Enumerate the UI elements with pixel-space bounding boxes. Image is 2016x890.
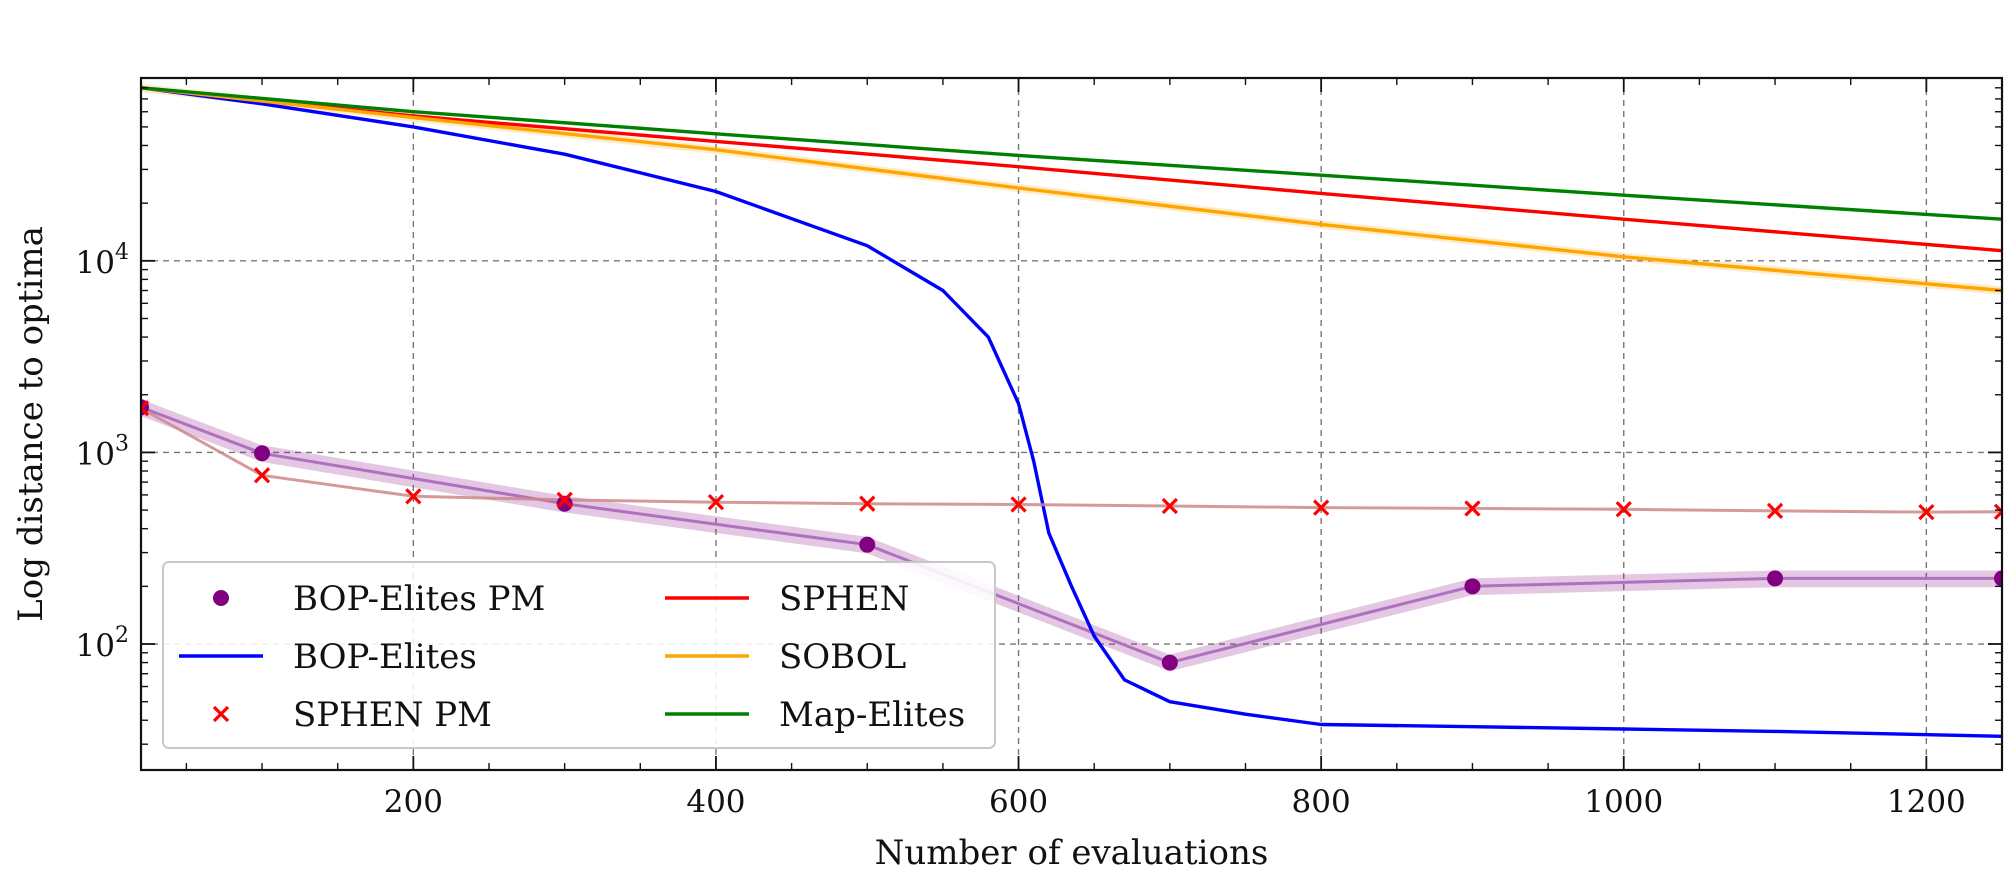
bop-elites-pm-point xyxy=(556,495,573,512)
sphen-pm-point xyxy=(1918,503,1935,521)
sphen-pm-point xyxy=(141,400,150,417)
y-tick-label: 104 xyxy=(76,240,129,281)
tick-labels: 200 400 600 800 1000 1200 102 103 104 xyxy=(76,240,1966,820)
series-markers xyxy=(141,399,2002,671)
bop-elites-line xyxy=(141,86,2002,738)
bop-elites-pm-line xyxy=(141,405,2002,665)
x-tick-label: 1000 xyxy=(1584,784,1663,820)
sphen-pm-point xyxy=(1766,502,1784,520)
legend-entry-sphen-pm: SPHEN PM xyxy=(212,695,492,735)
sphen-pm-point xyxy=(1010,496,1027,513)
bop-elites-pm-point xyxy=(1767,570,1784,587)
bop-elites-pm-point xyxy=(1994,570,2002,587)
sphen-pm-point xyxy=(1161,497,1178,515)
legend: BOP-Elites PM BOP-Elites SPHEN PM SPHEN SOBO… xyxy=(162,561,996,749)
sphen-pm-point xyxy=(1615,501,1632,518)
legend-label: SPHEN PM xyxy=(293,695,492,735)
legend-entry-sphen: SPHEN xyxy=(665,579,909,619)
x-tick-label: 800 xyxy=(1292,784,1351,820)
bop-elites-pm-point xyxy=(1161,654,1178,671)
y-axis-label: Log distance to optima xyxy=(11,226,51,622)
y-tick-label: 103 xyxy=(76,431,129,472)
legend-label: Map-Elites xyxy=(779,695,965,735)
x-tick-label: 400 xyxy=(686,784,745,820)
bop-elites-pm-band xyxy=(141,399,2002,672)
legend-entry-sobol: SOBOL xyxy=(665,637,906,677)
x-tick-label: 1200 xyxy=(1887,784,1966,820)
x-tick-label: 600 xyxy=(989,784,1048,820)
sphen-pm-point xyxy=(1464,500,1481,517)
plot-frame xyxy=(139,76,2004,772)
sphen-pm-point xyxy=(556,491,573,509)
legend-entry-bop-elites: BOP-Elites xyxy=(179,637,477,677)
legend-swatch xyxy=(213,590,229,606)
sphen-pm-point xyxy=(707,494,725,511)
legend-label: BOP-Elites PM xyxy=(293,579,545,619)
bop-elites-pm-point xyxy=(254,445,271,462)
legend-entry-bop-elites-pm: BOP-Elites PM xyxy=(213,579,545,619)
map-elites-line xyxy=(141,86,2002,221)
legend-label: BOP-Elites xyxy=(293,637,477,677)
bop-elites-pm-point xyxy=(1464,578,1481,595)
sphen-pm-point xyxy=(859,495,876,512)
bop-elites-pm-point xyxy=(859,536,876,553)
legend-box xyxy=(162,561,996,749)
legend-label: SPHEN xyxy=(779,579,909,619)
sphen-pm-point xyxy=(1313,499,1330,516)
sphen-pm-line xyxy=(141,406,2002,514)
legend-label: SOBOL xyxy=(779,637,906,677)
sphen-pm-point xyxy=(1993,503,2002,520)
sphen-pm-point xyxy=(405,488,422,505)
y-tick-label: 102 xyxy=(76,623,129,664)
legend-swatch xyxy=(212,705,230,723)
sphen-pm-point xyxy=(253,467,271,484)
x-axis-label: Number of evaluations xyxy=(875,833,1269,873)
legend-entry-map-elites: Map-Elites xyxy=(665,695,965,735)
axis-ticks xyxy=(141,77,2003,770)
series-lines xyxy=(141,86,2002,738)
x-tick-label: 200 xyxy=(384,784,443,820)
sobol-line xyxy=(141,86,2002,293)
